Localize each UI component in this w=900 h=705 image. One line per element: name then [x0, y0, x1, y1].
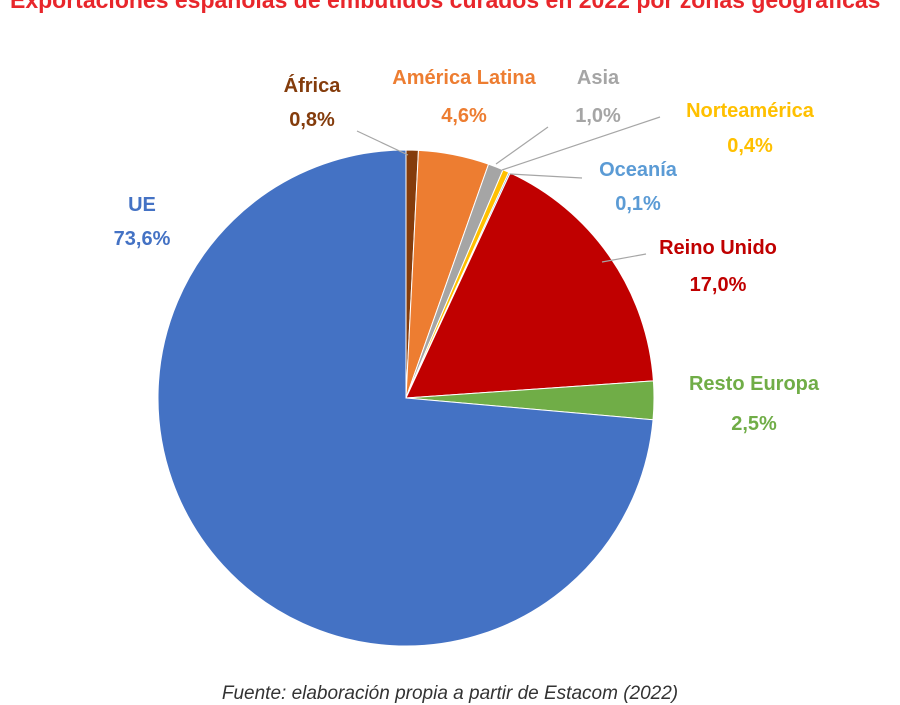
chart-title: Exportaciones españolas de embutidos cur… [10, 0, 881, 13]
slice-value-oceania: 0,1% [615, 193, 661, 215]
leader-line-asia [495, 126, 549, 165]
slice-name-oceania: Oceanía [599, 159, 678, 181]
pie-slices [157, 149, 655, 647]
slice-value-reino-unido: 17,0% [690, 274, 747, 296]
slice-name-ue: UE [128, 194, 156, 216]
pie-slice-reino-unido [405, 172, 654, 399]
slice-value-ue: 73,6% [114, 228, 171, 250]
slice-value-africa: 0,8% [289, 109, 335, 131]
slice-value-resto-europa: 2,5% [731, 413, 777, 435]
leader-line-reino-unido [601, 253, 647, 263]
slice-name-asia: Asia [577, 67, 620, 89]
leader-line-norteamerica [501, 116, 661, 171]
slice-name-africa: África [284, 74, 342, 97]
slice-name-resto-europa: Resto Europa [689, 373, 820, 395]
slice-value-america-latina: 4,6% [441, 105, 487, 127]
slice-name-reino-unido: Reino Unido [659, 237, 777, 259]
slice-value-norteamerica: 0,4% [727, 135, 773, 157]
slice-value-asia: 1,0% [575, 105, 621, 127]
slice-labels: África 0,8% América Latina 4,6% Asia 1,0% Nort… [114, 67, 820, 435]
slice-name-norteamerica: Norteamérica [686, 100, 815, 122]
slice-name-america-latina: América Latina [392, 67, 536, 89]
leader-line-oceania [509, 173, 583, 179]
leader-lines [356, 116, 661, 263]
leader-line-africa [356, 130, 409, 156]
source-note: Fuente: elaboración propia a partir de E… [221, 683, 679, 704]
pie-slice-ue [157, 149, 654, 647]
